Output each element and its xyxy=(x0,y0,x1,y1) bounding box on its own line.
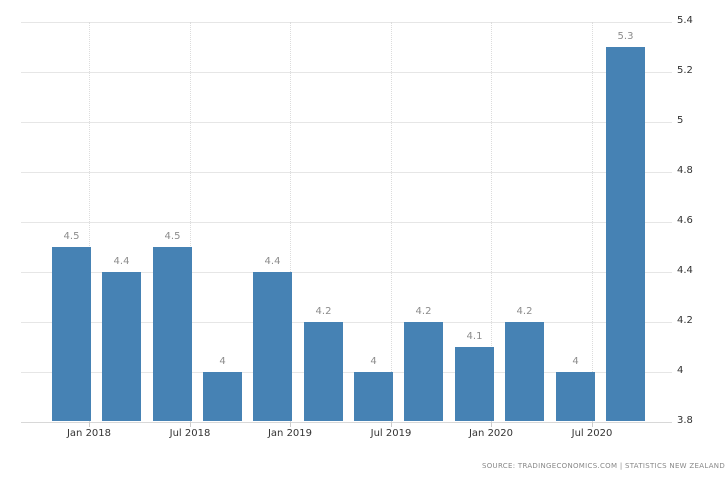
y-tick-label: 4.4 xyxy=(677,265,693,276)
bar[interactable] xyxy=(304,322,343,421)
vertical-gridline xyxy=(290,22,291,422)
horizontal-gridline xyxy=(21,72,672,73)
bar[interactable] xyxy=(153,247,192,421)
data-label: 4 xyxy=(370,356,377,367)
data-label: 4.2 xyxy=(315,306,332,317)
bar[interactable] xyxy=(606,47,645,421)
source-note: SOURCE: TRADINGECONOMICS.COM | STATISTIC… xyxy=(482,462,726,470)
vertical-gridline xyxy=(89,22,90,422)
horizontal-gridline xyxy=(21,322,672,323)
data-label: 4.2 xyxy=(516,306,533,317)
y-tick-label: 4.2 xyxy=(677,315,693,326)
bar[interactable] xyxy=(505,322,544,421)
data-label: 4.2 xyxy=(415,306,432,317)
x-tick xyxy=(89,422,90,427)
x-tick xyxy=(491,422,492,427)
bar[interactable] xyxy=(404,322,443,421)
y-tick-label: 4.8 xyxy=(677,165,693,176)
data-label: 5.3 xyxy=(617,31,634,42)
bar[interactable] xyxy=(253,272,292,421)
data-label: 4 xyxy=(219,356,226,367)
horizontal-gridline xyxy=(21,222,672,223)
x-tick-label: Jul 2018 xyxy=(169,428,211,439)
y-tick-label: 5.4 xyxy=(677,15,693,26)
y-tick-label: 4.6 xyxy=(677,215,693,226)
x-tick xyxy=(190,422,191,427)
horizontal-gridline xyxy=(21,272,672,273)
x-tick-label: Jul 2020 xyxy=(571,428,613,439)
x-tick xyxy=(592,422,593,427)
y-tick-label: 4 xyxy=(677,365,684,376)
data-label: 4.4 xyxy=(113,256,130,267)
bar[interactable] xyxy=(52,247,91,421)
bar[interactable] xyxy=(203,372,242,421)
vertical-gridline xyxy=(190,22,191,422)
data-label: 4.5 xyxy=(164,231,181,242)
vertical-gridline xyxy=(391,22,392,422)
horizontal-gridline xyxy=(21,372,672,373)
data-label: 4.1 xyxy=(466,331,483,342)
data-label: 4 xyxy=(572,356,579,367)
x-tick-label: Jan 2020 xyxy=(468,428,514,439)
x-tick-label: Jan 2019 xyxy=(267,428,313,439)
data-label: 4.4 xyxy=(264,256,281,267)
vertical-gridline xyxy=(592,22,593,422)
y-tick-label: 5.2 xyxy=(677,65,693,76)
data-label: 4.5 xyxy=(63,231,80,242)
x-tick-label: Jan 2018 xyxy=(66,428,112,439)
vertical-gridline xyxy=(491,22,492,422)
bar[interactable] xyxy=(354,372,393,421)
x-tick-label: Jul 2019 xyxy=(370,428,412,439)
horizontal-gridline xyxy=(21,422,672,423)
bar[interactable] xyxy=(455,347,494,421)
y-tick-label: 5 xyxy=(677,115,684,126)
x-tick xyxy=(391,422,392,427)
x-tick xyxy=(290,422,291,427)
horizontal-gridline xyxy=(21,172,672,173)
bar[interactable] xyxy=(102,272,141,421)
horizontal-gridline xyxy=(21,22,672,23)
horizontal-gridline xyxy=(21,122,672,123)
y-tick-label: 3.8 xyxy=(677,415,693,426)
bar[interactable] xyxy=(556,372,595,421)
